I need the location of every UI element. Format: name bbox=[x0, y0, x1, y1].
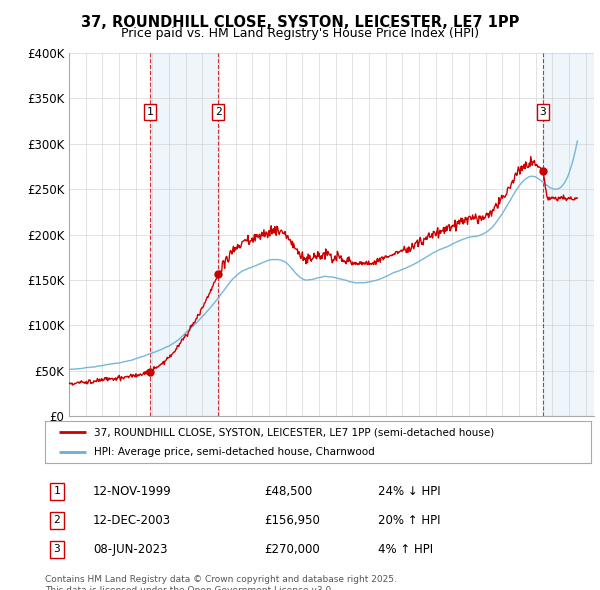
Text: 12-NOV-1999: 12-NOV-1999 bbox=[93, 485, 172, 498]
Bar bbox=[150, 53, 218, 416]
Text: 3: 3 bbox=[53, 545, 61, 554]
Text: 20% ↑ HPI: 20% ↑ HPI bbox=[378, 514, 440, 527]
Text: Price paid vs. HM Land Registry's House Price Index (HPI): Price paid vs. HM Land Registry's House … bbox=[121, 27, 479, 40]
Text: 1: 1 bbox=[147, 107, 154, 117]
Text: 2: 2 bbox=[53, 516, 61, 525]
Text: 12-DEC-2003: 12-DEC-2003 bbox=[93, 514, 171, 527]
Text: 37, ROUNDHILL CLOSE, SYSTON, LEICESTER, LE7 1PP: 37, ROUNDHILL CLOSE, SYSTON, LEICESTER, … bbox=[81, 15, 519, 30]
Text: 24% ↓ HPI: 24% ↓ HPI bbox=[378, 485, 440, 498]
Text: £270,000: £270,000 bbox=[264, 543, 320, 556]
Text: HPI: Average price, semi-detached house, Charnwood: HPI: Average price, semi-detached house,… bbox=[94, 447, 375, 457]
Text: 08-JUN-2023: 08-JUN-2023 bbox=[93, 543, 167, 556]
Text: 1: 1 bbox=[53, 487, 61, 496]
Text: 4% ↑ HPI: 4% ↑ HPI bbox=[378, 543, 433, 556]
Text: 2: 2 bbox=[215, 107, 221, 117]
Text: Contains HM Land Registry data © Crown copyright and database right 2025.
This d: Contains HM Land Registry data © Crown c… bbox=[45, 575, 397, 590]
Text: £48,500: £48,500 bbox=[264, 485, 312, 498]
Text: £156,950: £156,950 bbox=[264, 514, 320, 527]
Bar bbox=[543, 53, 594, 416]
Text: 37, ROUNDHILL CLOSE, SYSTON, LEICESTER, LE7 1PP (semi-detached house): 37, ROUNDHILL CLOSE, SYSTON, LEICESTER, … bbox=[94, 427, 494, 437]
Text: 3: 3 bbox=[539, 107, 547, 117]
